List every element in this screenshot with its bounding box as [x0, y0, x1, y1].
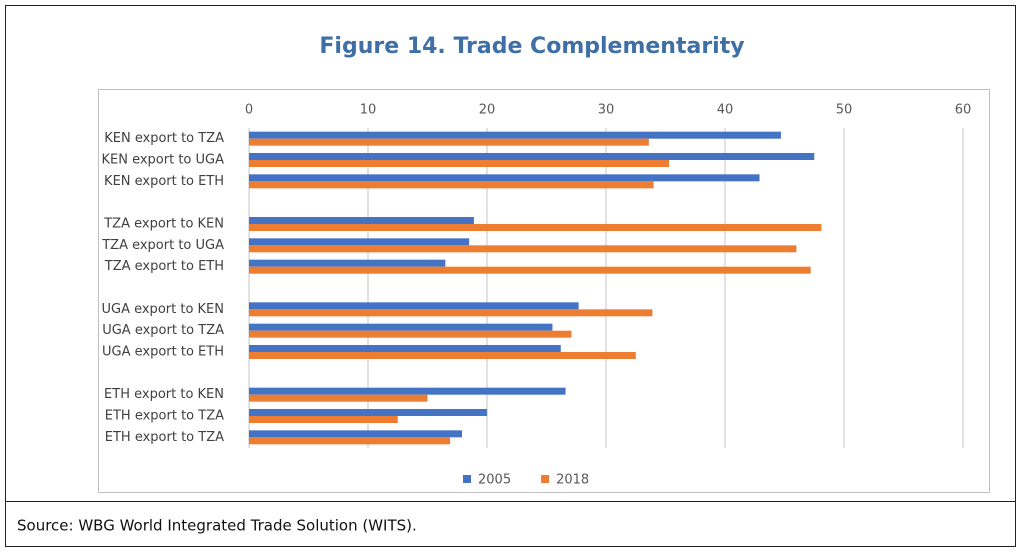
bar	[249, 309, 653, 317]
legend-swatch	[463, 475, 471, 483]
bar	[249, 394, 428, 402]
bar	[249, 153, 815, 160]
bar	[249, 217, 474, 224]
bar	[249, 323, 553, 331]
y-tick-label: TZA export to ETH	[104, 259, 224, 274]
bar	[249, 409, 487, 416]
chart-title: Figure 14. Trade Complementarity	[319, 34, 744, 59]
source-note: Source: WBG World Integrated Trade Solut…	[17, 517, 417, 535]
bar	[249, 330, 572, 338]
x-tick-label: 60	[955, 103, 972, 118]
bar	[249, 437, 451, 445]
bar	[249, 259, 446, 267]
x-tick-label: 10	[360, 103, 377, 118]
x-tick-label: 50	[836, 103, 853, 118]
x-tick-label: 0	[245, 103, 253, 118]
bar	[249, 131, 781, 139]
bar	[249, 352, 636, 359]
bar	[249, 345, 561, 352]
y-tick-label: TZA export to KEN	[103, 217, 224, 232]
y-tick-label: ETH export to TZA	[105, 430, 224, 445]
y-tick-label: ETH export to KEN	[104, 387, 224, 402]
y-tick-label: KEN export to TZA	[104, 131, 224, 146]
legend-label: 2018	[556, 473, 589, 488]
plot-frame	[98, 89, 990, 493]
y-tick-label: ETH export to TZA	[105, 409, 224, 424]
bar	[249, 302, 579, 310]
bar	[249, 238, 470, 246]
bar	[249, 416, 398, 423]
bar	[249, 160, 670, 167]
y-tick-label: UGA export to KEN	[101, 302, 224, 317]
y-tick-label: UGA export to TZA	[102, 323, 224, 338]
bar	[249, 245, 797, 253]
legend-swatch	[541, 475, 550, 483]
bar	[249, 387, 566, 395]
bar	[249, 430, 463, 438]
bar	[249, 266, 811, 274]
bar	[249, 181, 654, 189]
x-tick-label: 40	[717, 103, 734, 118]
x-tick-label: 30	[598, 103, 615, 118]
y-tick-label: UGA export to ETH	[102, 345, 224, 360]
bar	[249, 224, 822, 231]
x-tick-label: 20	[479, 103, 496, 118]
y-tick-label: KEN export to ETH	[104, 174, 224, 189]
legend-label: 2005	[478, 473, 511, 488]
y-tick-label: KEN export to UGA	[101, 153, 224, 168]
y-tick-label: TZA export to UGA	[101, 238, 224, 253]
bar	[249, 138, 649, 146]
bar	[249, 174, 760, 182]
